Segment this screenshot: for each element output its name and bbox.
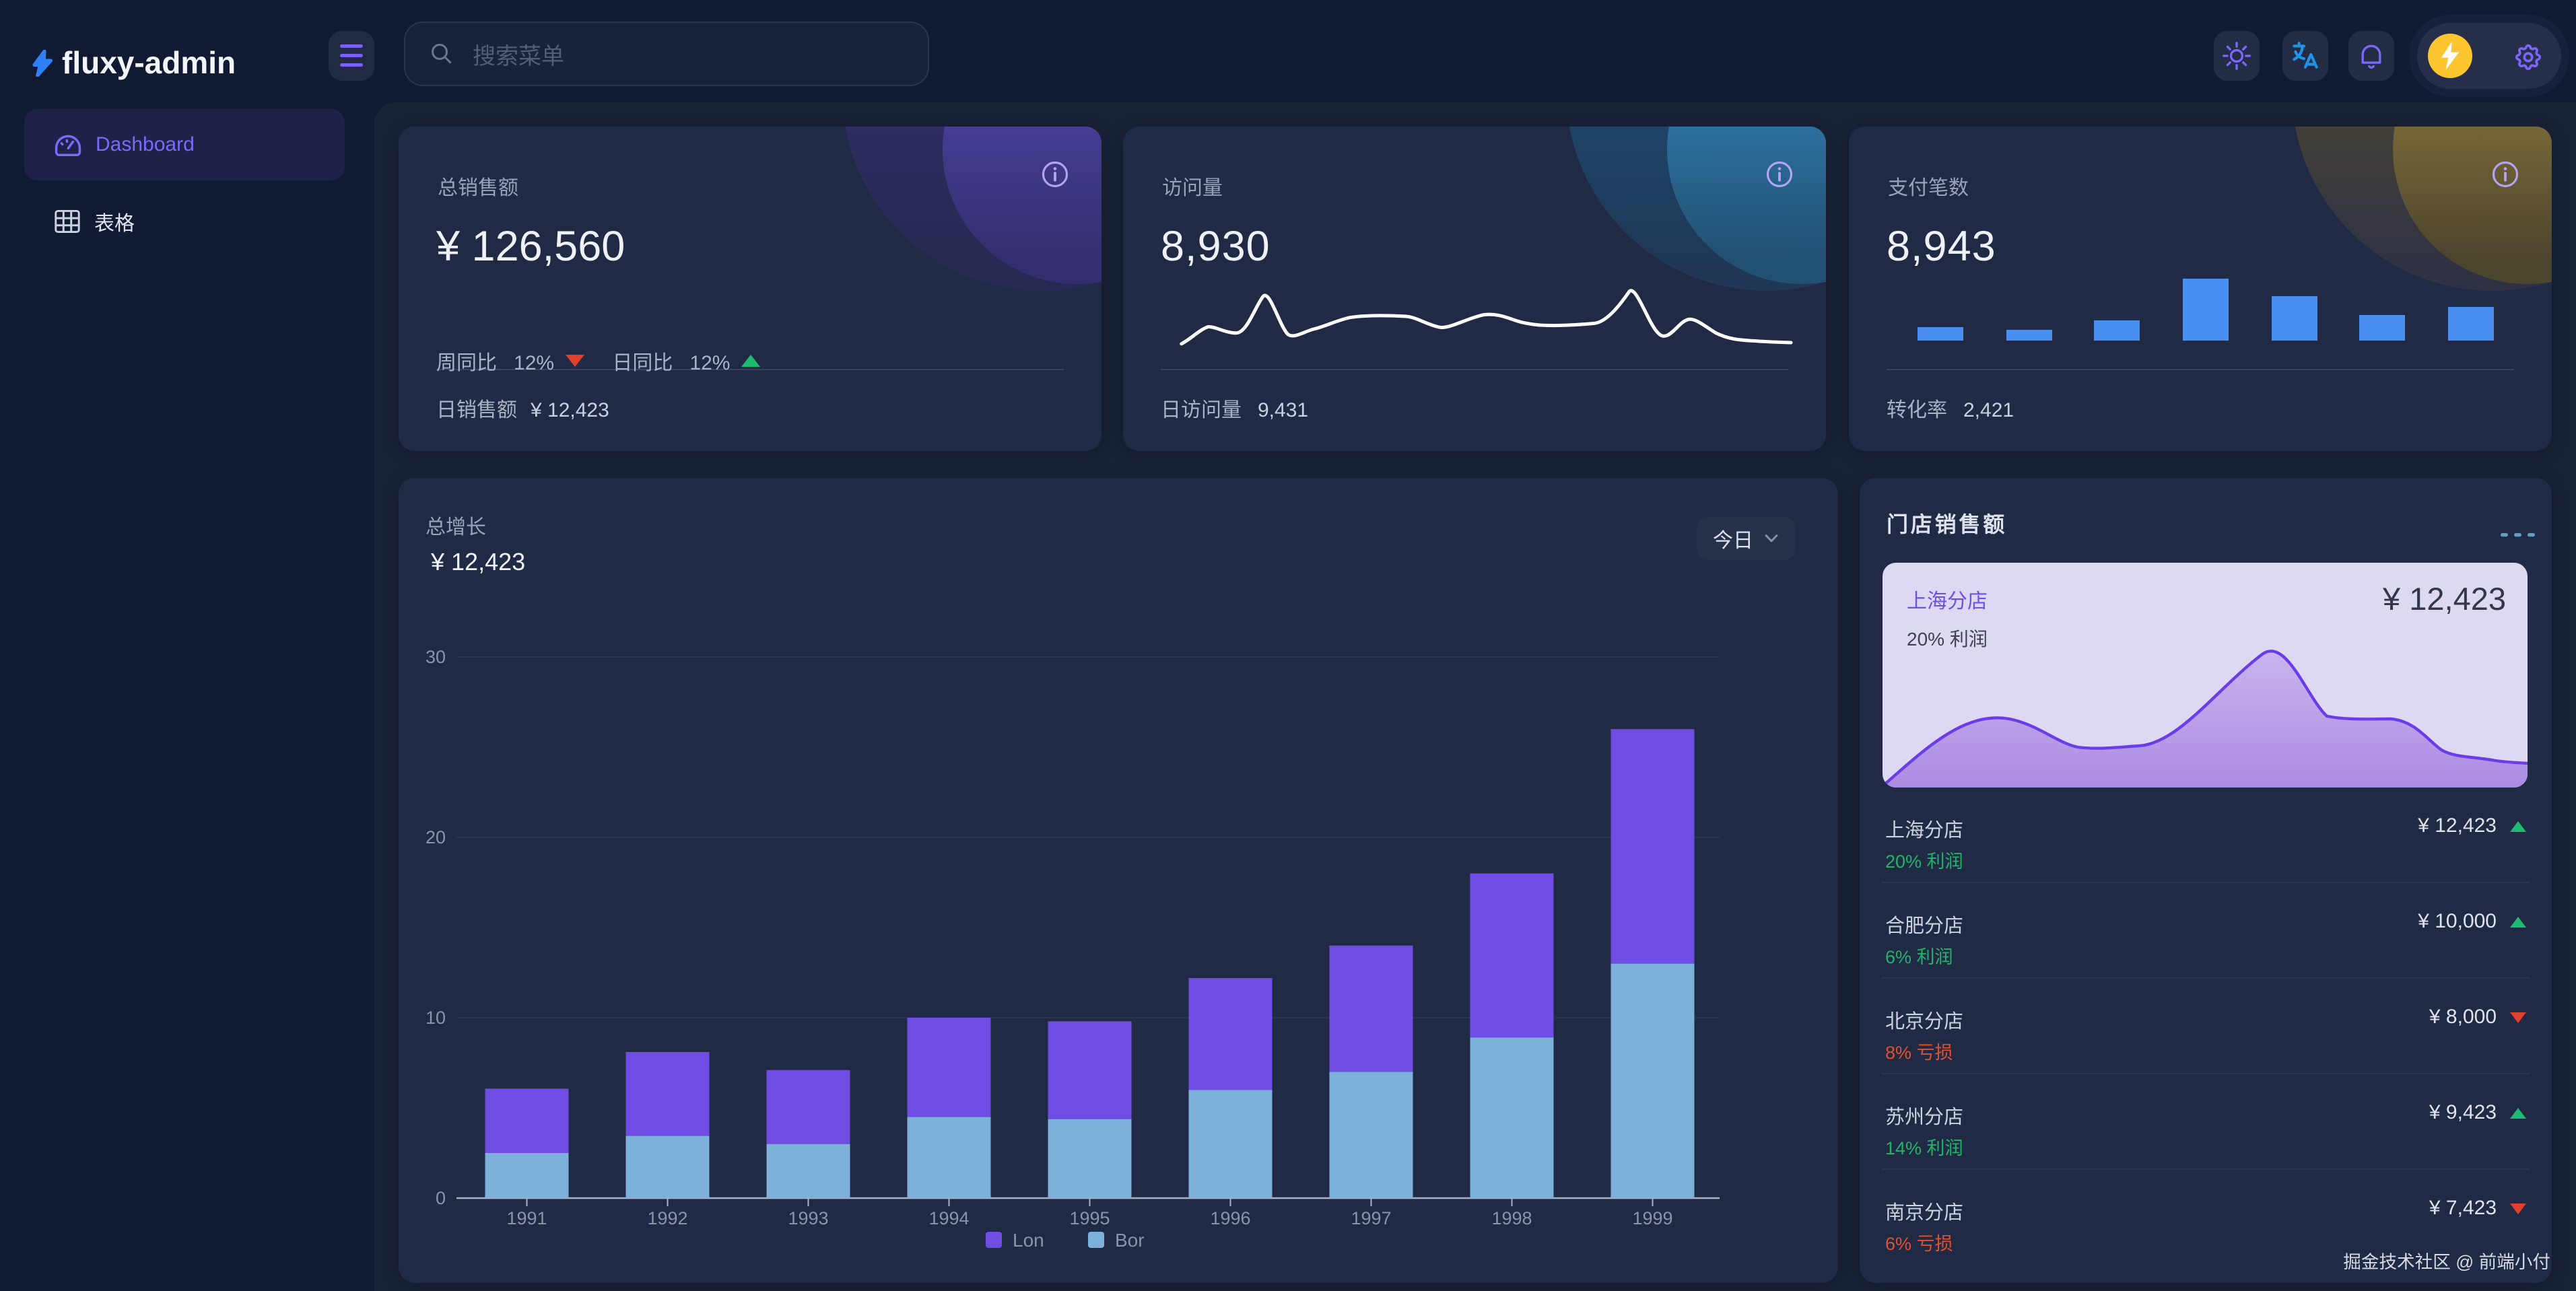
svg-text:1996: 1996 bbox=[1210, 1208, 1250, 1228]
svg-text:1994: 1994 bbox=[928, 1208, 969, 1228]
svg-text:1992: 1992 bbox=[647, 1208, 687, 1228]
svg-text:10: 10 bbox=[426, 1008, 446, 1028]
svg-text:30: 30 bbox=[426, 647, 446, 667]
svg-text:1999: 1999 bbox=[1632, 1208, 1672, 1228]
svg-text:0: 0 bbox=[436, 1188, 446, 1208]
svg-text:1993: 1993 bbox=[788, 1208, 828, 1228]
svg-text:1997: 1997 bbox=[1351, 1208, 1391, 1228]
svg-text:Lon: Lon bbox=[1013, 1230, 1044, 1251]
svg-text:20: 20 bbox=[426, 827, 446, 847]
svg-text:Bor: Bor bbox=[1115, 1230, 1145, 1251]
svg-text:1995: 1995 bbox=[1069, 1208, 1110, 1228]
svg-text:1998: 1998 bbox=[1491, 1208, 1532, 1228]
svg-text:1991: 1991 bbox=[506, 1208, 547, 1228]
